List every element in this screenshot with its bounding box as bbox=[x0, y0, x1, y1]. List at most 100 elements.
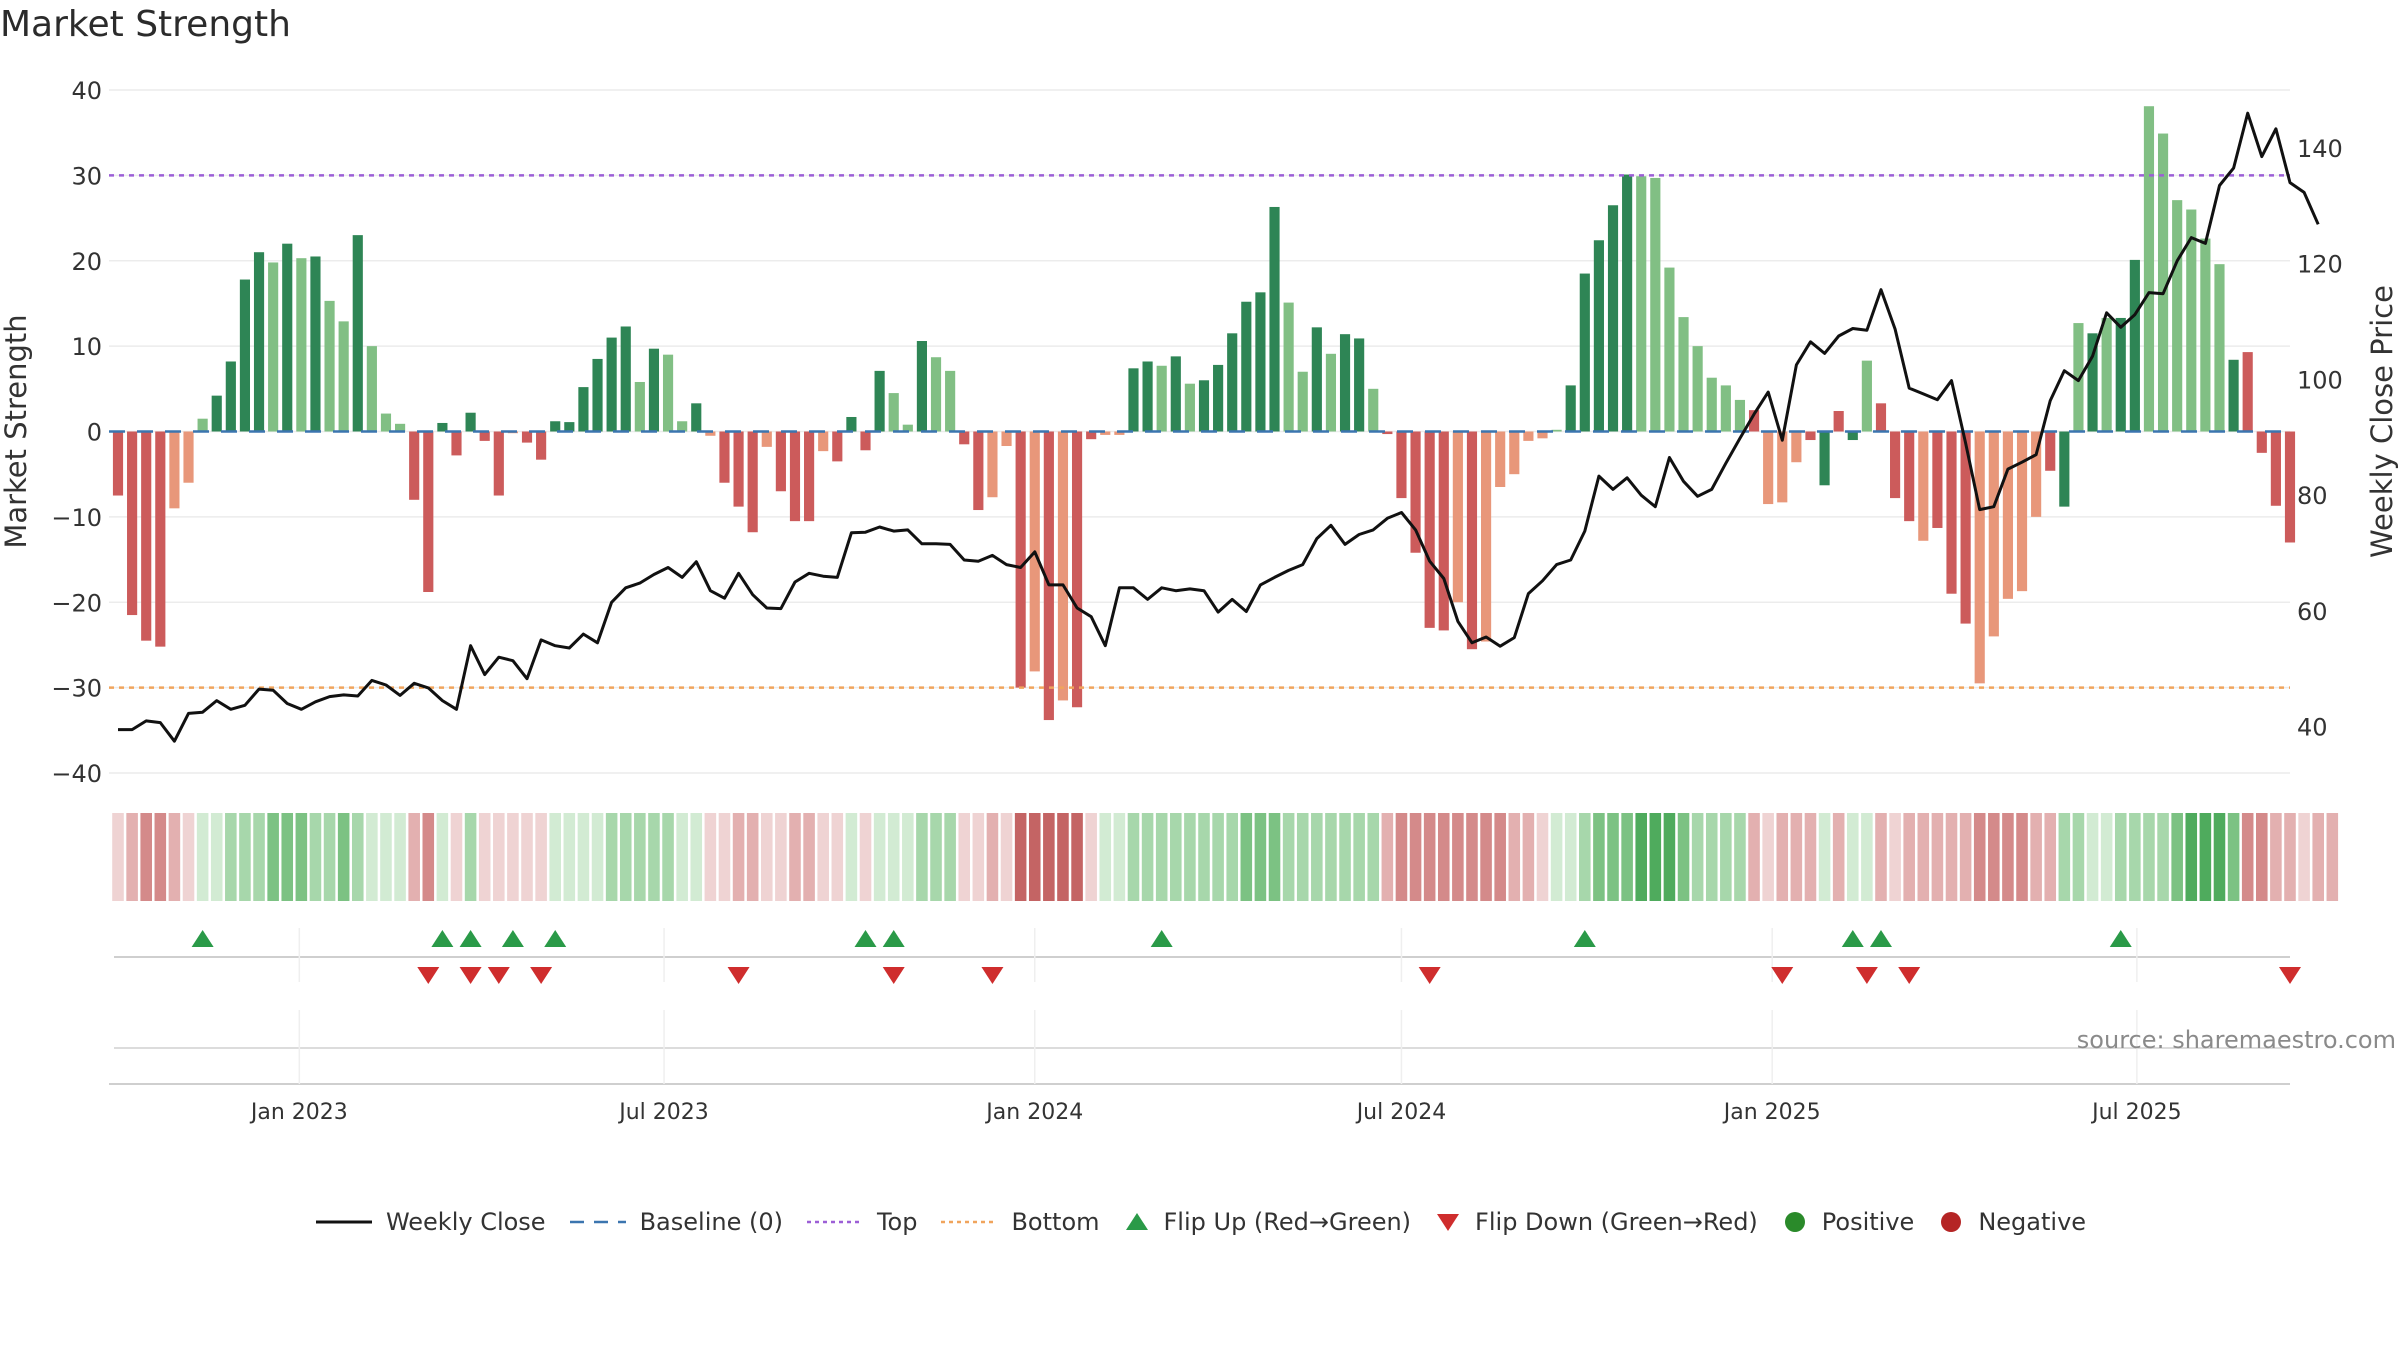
heat-cell bbox=[1776, 813, 1789, 901]
strength-bar bbox=[2129, 259, 2140, 432]
strength-bar bbox=[860, 431, 871, 451]
heat-cell bbox=[2270, 813, 2282, 901]
legend-item: Negative bbox=[1936, 1208, 2086, 1236]
strength-bar bbox=[1537, 431, 1548, 439]
legend-label: Weekly Close bbox=[385, 1208, 546, 1236]
strength-bar bbox=[1988, 431, 1999, 637]
heat-cell bbox=[803, 813, 815, 901]
heat-cell bbox=[1550, 813, 1563, 901]
strength-bar bbox=[930, 357, 942, 432]
strength-bar bbox=[846, 416, 857, 432]
strength-bar bbox=[973, 431, 984, 511]
heat-cell bbox=[1480, 813, 1492, 901]
heat-cell bbox=[1184, 813, 1196, 901]
strength-bar bbox=[1692, 346, 1703, 432]
strength-bar bbox=[1227, 333, 1238, 432]
strength-bar bbox=[1086, 431, 1097, 440]
heat-cell bbox=[1973, 813, 1986, 901]
heat-cell bbox=[704, 813, 717, 901]
strength-bar bbox=[648, 348, 660, 432]
heat-cell bbox=[394, 813, 406, 901]
heat-cell bbox=[845, 813, 858, 901]
heat-cell bbox=[1917, 813, 1930, 901]
strength-bar bbox=[1114, 431, 1125, 435]
y-axis-title: Market Strength bbox=[0, 314, 33, 548]
strength-bar bbox=[1748, 410, 1760, 432]
legend-item: Flip Up (Red→Green) bbox=[1122, 1208, 1411, 1236]
heat-cell bbox=[2002, 813, 2014, 901]
heat-cell bbox=[831, 813, 844, 901]
strength-bar bbox=[2157, 133, 2169, 432]
strength-bars bbox=[112, 106, 2296, 721]
heat-cell bbox=[2213, 813, 2226, 901]
heat-cell bbox=[718, 813, 731, 901]
heat-cell bbox=[168, 813, 181, 901]
strength-bar bbox=[705, 431, 716, 436]
heat-cell bbox=[1522, 813, 1535, 901]
heat-cell bbox=[916, 813, 928, 901]
heat-cell bbox=[1014, 813, 1027, 901]
chart-title: Market Strength bbox=[0, 4, 291, 45]
y-tick-label: −20 bbox=[51, 589, 102, 617]
heat-cell bbox=[563, 813, 576, 901]
flip-down-marker bbox=[1771, 967, 1794, 984]
heat-cell bbox=[1832, 813, 1845, 901]
heat-cell bbox=[2072, 813, 2085, 901]
strength-bar bbox=[902, 424, 913, 432]
strength-bar bbox=[789, 431, 801, 522]
heat-cell bbox=[1155, 813, 1168, 901]
strength-bar bbox=[1636, 176, 1647, 432]
strength-bar bbox=[916, 341, 927, 432]
strength-bar bbox=[2143, 106, 2155, 432]
heat-cell bbox=[746, 813, 759, 901]
y2-tick-label: 40 bbox=[2297, 714, 2328, 742]
strength-bar bbox=[1213, 364, 1224, 432]
heat-cell bbox=[493, 813, 505, 901]
heat-cell bbox=[1945, 813, 1958, 901]
heat-cell bbox=[591, 813, 604, 901]
strength-bar bbox=[1283, 302, 1294, 432]
strength-bar bbox=[112, 431, 124, 496]
legend-item: Top bbox=[805, 1208, 917, 1236]
flip-down-marker bbox=[1855, 967, 1878, 984]
heat-cell bbox=[408, 813, 420, 901]
flip-down-marker bbox=[530, 967, 553, 984]
strength-bar bbox=[536, 431, 547, 460]
strength-bar bbox=[2115, 317, 2126, 432]
heat-cell bbox=[1395, 813, 1408, 901]
line-solid-icon bbox=[315, 1220, 372, 1224]
flip-up-marker bbox=[1841, 930, 1864, 947]
strength-bar bbox=[1015, 431, 1026, 688]
heat-cell bbox=[789, 813, 801, 901]
strength-bar bbox=[818, 431, 829, 452]
legend-label: Positive bbox=[1821, 1208, 1915, 1236]
strength-bar bbox=[1664, 267, 1675, 432]
strength-bar bbox=[2214, 264, 2225, 432]
strength-bar bbox=[380, 413, 392, 432]
heat-cell bbox=[478, 813, 491, 901]
heat-cell bbox=[577, 813, 590, 901]
heat-cell bbox=[2100, 813, 2113, 901]
strength-bar bbox=[127, 431, 138, 616]
strength-bar bbox=[1833, 411, 1844, 432]
heat-cell bbox=[239, 813, 251, 901]
x-tick-label: Jul 2023 bbox=[617, 1100, 709, 1125]
heat-cell bbox=[1720, 813, 1732, 901]
line-dotted-icon bbox=[806, 1220, 863, 1224]
heat-cell bbox=[873, 813, 886, 901]
heat-cell bbox=[1621, 813, 1633, 901]
strength-bar bbox=[366, 346, 377, 432]
strength-bar bbox=[1466, 431, 1478, 650]
strength-bar bbox=[1890, 431, 1901, 499]
circle-icon bbox=[1941, 1212, 1962, 1232]
heat-cell bbox=[1212, 813, 1224, 901]
strength-bar bbox=[1184, 383, 1195, 432]
x-tick-label: Jul 2025 bbox=[2090, 1100, 2182, 1125]
strength-bar bbox=[1382, 431, 1393, 435]
strength-bar bbox=[1678, 317, 1689, 432]
flip-up-marker bbox=[191, 930, 214, 947]
strength-bar bbox=[606, 337, 617, 432]
strength-bar bbox=[888, 393, 899, 432]
heat-cell bbox=[1677, 813, 1690, 901]
